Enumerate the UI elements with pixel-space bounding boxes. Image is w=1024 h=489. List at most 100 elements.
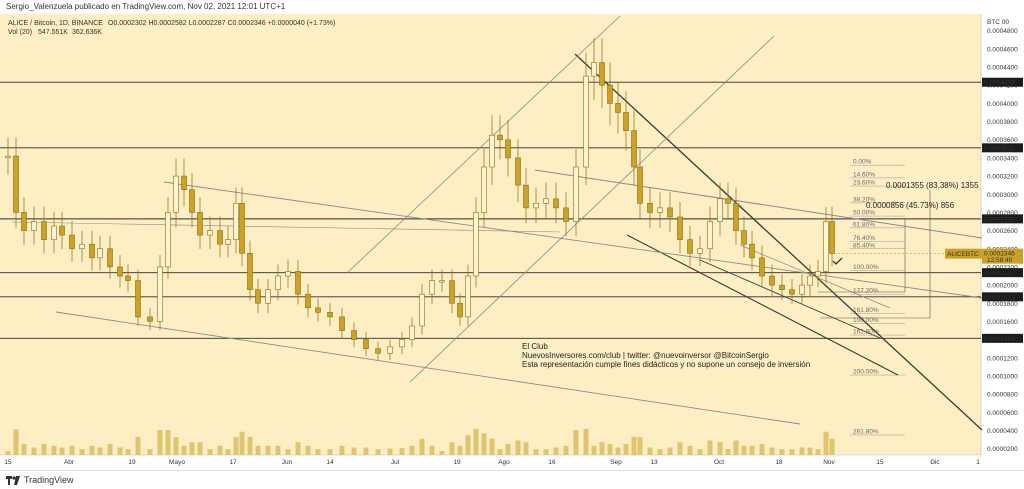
volume-bar bbox=[515, 440, 521, 455]
time-tick-label: 19 bbox=[453, 459, 461, 466]
volume-bar bbox=[285, 449, 291, 455]
candle bbox=[543, 198, 549, 204]
volume-bar bbox=[295, 442, 301, 455]
price-tick-label: 0.0003000 bbox=[987, 192, 1018, 199]
volume-bar bbox=[419, 438, 425, 455]
candle bbox=[733, 203, 739, 231]
axis-unit-label: BTC 00 bbox=[987, 19, 1009, 26]
fib-level-label: 261.80% bbox=[853, 429, 879, 436]
volume-bar bbox=[707, 440, 713, 455]
candle bbox=[217, 230, 223, 245]
trend-line bbox=[534, 169, 983, 239]
candle bbox=[707, 221, 713, 250]
volume-bar bbox=[157, 430, 163, 455]
candle bbox=[807, 275, 813, 286]
candle bbox=[79, 243, 85, 250]
price-tick-label: 0.0001600 bbox=[987, 319, 1018, 326]
volume-bar bbox=[741, 445, 747, 455]
price-tick-label: 0.0002800 bbox=[987, 210, 1018, 217]
price-tick-label: 0.0004600 bbox=[987, 46, 1018, 53]
volume-bar bbox=[615, 447, 621, 455]
volume-bar bbox=[583, 429, 589, 455]
price-tick-label: 0.0002600 bbox=[987, 228, 1018, 235]
candle bbox=[473, 212, 479, 277]
fib-level-label: 200.00% bbox=[853, 369, 879, 376]
volume-bar bbox=[233, 437, 239, 455]
candle bbox=[725, 198, 731, 204]
candle bbox=[769, 275, 775, 286]
tradingview-logo[interactable]: TradingView bbox=[6, 475, 74, 485]
current-price-label: 0.0002346 bbox=[984, 251, 1015, 258]
candle bbox=[677, 216, 683, 240]
trend-line bbox=[739, 244, 891, 309]
trend-line bbox=[574, 53, 983, 431]
volume-bar bbox=[21, 444, 27, 455]
volume-bar bbox=[489, 438, 495, 455]
fib-level-label: 85.40% bbox=[853, 242, 875, 249]
candle bbox=[515, 157, 521, 186]
candle bbox=[295, 271, 301, 295]
annotation-line: Esta representación cumple fines didácti… bbox=[522, 360, 810, 369]
fib-level-label: 23.60% bbox=[853, 180, 875, 187]
candle bbox=[465, 275, 471, 318]
volume-bar bbox=[265, 445, 271, 455]
candle bbox=[107, 248, 113, 268]
candle bbox=[233, 203, 239, 240]
volume-bar bbox=[457, 445, 463, 455]
candle bbox=[615, 103, 621, 113]
volume-bar bbox=[305, 445, 311, 455]
volume-bar bbox=[327, 449, 333, 455]
price-tick-label: 0.0000200 bbox=[987, 446, 1018, 453]
symbol-badge-label: ALICEBTC bbox=[947, 251, 979, 258]
price-chart[interactable]: 0.00048000.00046000.00044000.00042000.00… bbox=[0, 0, 1024, 470]
candle bbox=[265, 289, 271, 304]
price-badge bbox=[982, 143, 1023, 153]
candle bbox=[409, 325, 415, 340]
volume-bar bbox=[339, 445, 345, 455]
candle bbox=[687, 239, 693, 254]
volume-bar bbox=[717, 442, 723, 455]
volume-bar bbox=[429, 445, 435, 455]
volume-bar bbox=[207, 449, 213, 455]
volume-bar bbox=[591, 445, 597, 455]
candle bbox=[823, 221, 829, 272]
time-tick-label: 16 bbox=[548, 459, 556, 466]
fib-level-label: 161.80% bbox=[853, 307, 879, 314]
candle bbox=[135, 280, 141, 318]
time-tick-label: Oct bbox=[714, 459, 724, 466]
fib-level-label: 127.20% bbox=[853, 288, 879, 295]
volume-bar bbox=[197, 442, 203, 455]
candle bbox=[637, 166, 643, 204]
volume-bar bbox=[623, 444, 629, 455]
price-tick-label: 0.0002200 bbox=[987, 264, 1018, 271]
price-tick-label: 0.0002000 bbox=[987, 283, 1018, 290]
candle bbox=[285, 271, 291, 277]
price-badge bbox=[982, 292, 1023, 302]
candle bbox=[207, 230, 213, 236]
candle bbox=[315, 307, 321, 313]
volume-bar bbox=[107, 444, 113, 455]
volume-bar bbox=[439, 451, 445, 455]
price-badge bbox=[982, 333, 1023, 343]
fib-level-label: 61.80% bbox=[853, 221, 875, 228]
volume-bar bbox=[275, 445, 281, 455]
volume-bar bbox=[255, 445, 261, 455]
candle bbox=[697, 248, 703, 254]
volume-bar bbox=[599, 442, 605, 455]
candle bbox=[799, 284, 805, 295]
candle bbox=[583, 75, 589, 168]
volume-bar bbox=[13, 429, 19, 455]
candle bbox=[59, 225, 65, 236]
candle bbox=[69, 234, 75, 250]
volume-bar bbox=[79, 449, 85, 455]
fib-level-label: 0.00% bbox=[853, 159, 872, 166]
volume-bar bbox=[375, 449, 381, 455]
volume-bar bbox=[505, 444, 511, 455]
fib-level-label: 50.00% bbox=[853, 210, 875, 217]
symbol-badge bbox=[945, 248, 982, 259]
volume-bar bbox=[41, 444, 47, 455]
trend-line bbox=[346, 15, 621, 274]
measurement-label: 0.0000856 (45.73%) 856 bbox=[866, 201, 955, 210]
candles bbox=[5, 38, 835, 361]
candle bbox=[439, 280, 445, 283]
